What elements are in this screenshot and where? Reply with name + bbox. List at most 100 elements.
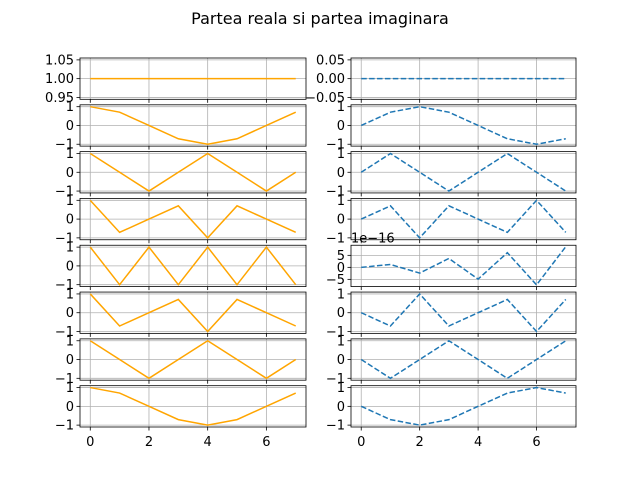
y-tick-label: 0.05 (316, 53, 345, 68)
y-tick-label: 0.00 (316, 72, 345, 87)
y-tick-label: 0 (66, 306, 74, 321)
y-tick-label: 0 (66, 119, 74, 134)
series-line-imag-6 (360, 292, 567, 333)
axes-frame (79, 385, 307, 428)
y-tick-label: −1 (326, 231, 345, 246)
axes-frame (350, 244, 577, 287)
y-tick-label: 1 (66, 241, 74, 256)
y-tick-label: −1 (55, 372, 74, 387)
axes-real-4: −1 0 1 (55, 194, 307, 246)
axes-frame (350, 385, 577, 428)
x-tick-label: 0 (357, 435, 365, 450)
series-line-real-7 (89, 339, 297, 380)
y-tick-label: 0 (337, 353, 345, 368)
y-tick-label: −1 (55, 325, 74, 340)
axes-frame (350, 291, 577, 334)
axes-real-3: −1 0 1 (55, 147, 307, 200)
figure-title: Partea reala si partea imaginara (191, 9, 449, 28)
offset-label: 1e−16 (351, 231, 395, 246)
y-tick-label: 1 (66, 381, 74, 396)
y-tick-label: 1 (66, 194, 74, 209)
axes-frame (79, 57, 307, 100)
y-tick-label: −1 (55, 231, 74, 246)
axes-frame (350, 104, 577, 147)
y-tick-label: 1.00 (45, 72, 74, 87)
series-line-real-3 (89, 152, 297, 192)
axes-real-5: −1 0 1 (55, 241, 307, 293)
y-tick-label: 1 (66, 100, 74, 115)
y-tick-label: 1 (66, 287, 74, 302)
y-tick-label: −0.05 (305, 91, 345, 106)
y-tick-label: 1 (337, 147, 345, 162)
axes-frame (350, 338, 577, 381)
y-tick-label: −1 (326, 372, 345, 387)
y-tick-label: −1 (326, 325, 345, 340)
axes-imag-3: −1 0 1 (326, 147, 577, 200)
y-tick-label: 0 (337, 400, 345, 415)
axes-imag-4: −1 0 1 (326, 194, 577, 246)
axes-imag-2: −1 0 1 (326, 100, 577, 153)
axes-real-2: −1 0 1 (55, 100, 307, 153)
y-tick-label: 1 (337, 287, 345, 302)
axes-frame (350, 198, 577, 241)
y-tick-label: −1 (55, 138, 74, 153)
axes-frame (79, 151, 307, 194)
y-tick-label: 0 (337, 166, 345, 181)
y-tick-label: 1 (337, 381, 345, 396)
axes-imag-1: −0.05 0.00 0.05 (305, 53, 577, 106)
series-line-real-4 (89, 199, 297, 239)
y-tick-label: 0 (337, 119, 345, 134)
axes-real-1: 0.95 1.00 1.05 (45, 53, 307, 106)
y-tick-label: −1 (326, 419, 345, 434)
series-line-imag-5 (361, 246, 567, 287)
y-tick-label: 0 (337, 261, 345, 276)
series-line-real-8 (90, 386, 297, 426)
series-line-imag-4 (360, 199, 567, 239)
x-tick-label: 4 (474, 435, 482, 450)
y-tick-label: 0.95 (45, 91, 74, 106)
y-tick-label: 0 (66, 213, 74, 228)
x-tick-label: 4 (204, 435, 212, 450)
axes-imag-7: −1 0 1 (326, 334, 577, 387)
y-tick-label: 0 (337, 213, 345, 228)
axes-imag-6: −1 0 1 (326, 287, 577, 340)
axes-frame (79, 291, 307, 334)
series-line-imag-2 (360, 105, 566, 146)
y-tick-label: 0 (337, 306, 345, 321)
y-tick-label: 0 (66, 166, 74, 181)
y-tick-label: −1 (326, 185, 345, 200)
series-line-real-5 (89, 245, 297, 286)
axes-frame (350, 57, 577, 100)
axes-real-8: −1 0 1 0 2 4 6 (55, 381, 307, 450)
y-tick-label: −1 (55, 419, 74, 434)
axes-real-7: −1 0 1 (55, 334, 307, 387)
y-tick-label: 1 (337, 100, 345, 115)
x-tick-label: 6 (262, 435, 270, 450)
y-tick-label: 5 (337, 249, 345, 264)
y-tick-label: 1 (337, 334, 345, 349)
series-line-imag-7 (360, 339, 567, 380)
series-line-imag-3 (360, 152, 567, 192)
x-tick-label: 0 (86, 435, 94, 450)
series-line-real-2 (90, 105, 297, 146)
series-line-real-6 (89, 293, 297, 333)
y-tick-label: 0 (66, 259, 74, 274)
axes-frame (79, 338, 307, 381)
axes-real-6: −1 0 1 (55, 287, 307, 340)
x-tick-label: 2 (416, 435, 424, 450)
y-tick-label: −5 (326, 273, 345, 288)
series-line-imag-8 (360, 386, 566, 426)
y-tick-label: 1 (337, 194, 345, 209)
axes-frame (350, 151, 577, 194)
axes-imag-5: −505 1e−16 (326, 231, 577, 291)
y-tick-label: −1 (326, 138, 345, 153)
axes-imag-8: −1 0 1 0 2 4 6 (326, 381, 577, 450)
y-tick-label: 0 (66, 353, 74, 368)
y-tick-label: 1 (66, 334, 74, 349)
axes-frame (79, 244, 307, 287)
x-tick-label: 2 (145, 435, 153, 450)
axes-root: 0.951.001.05−0.050.000.05−101−101−101−10… (45, 53, 577, 450)
y-tick-label: −1 (55, 185, 74, 200)
y-tick-label: 1.05 (45, 53, 74, 68)
